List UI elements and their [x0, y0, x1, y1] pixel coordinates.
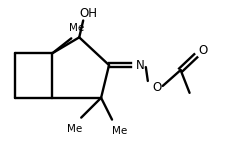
Text: N: N: [135, 59, 144, 72]
Text: Me: Me: [69, 23, 84, 33]
Text: O: O: [199, 44, 208, 57]
Text: O: O: [152, 81, 161, 94]
Text: Me: Me: [112, 126, 128, 136]
Text: Me: Me: [67, 124, 82, 134]
Text: OH: OH: [79, 7, 97, 20]
